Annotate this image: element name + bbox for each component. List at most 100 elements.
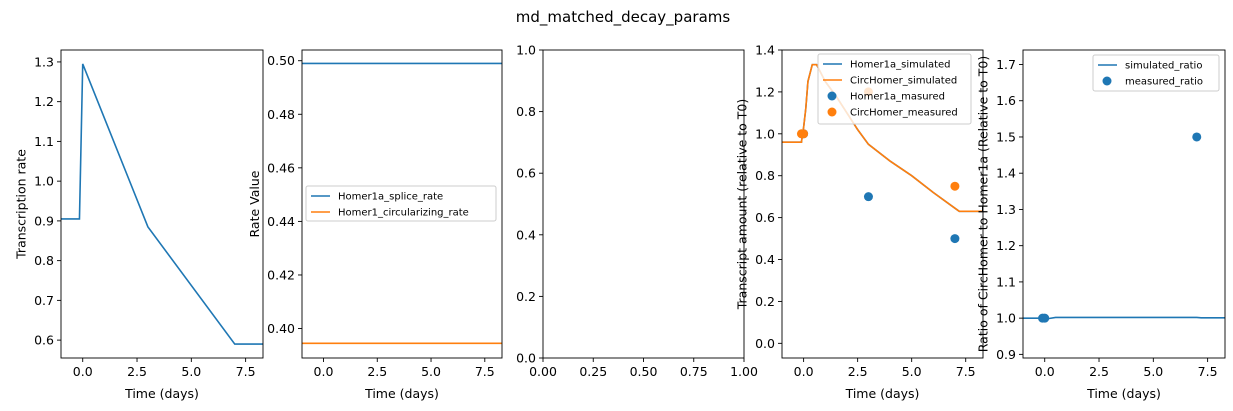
- y-tick-label: 1.0: [755, 126, 775, 141]
- legend-label: CircHomer_simulated: [850, 76, 957, 87]
- chart-panel-5: 0.0 2.5 5.0 7.5 0.9 1.0 1.1 1.2 1.3 1.4 1.5 1.6 1.7 T…: [975, 49, 1226, 401]
- y-tick-label: 1.2: [34, 94, 54, 109]
- y-tick-label: 0.8: [516, 104, 536, 119]
- y-tick-label: 0.0: [516, 351, 536, 366]
- chart-panel-4: 0.0 2.5 5.0 7.5 0.0 0.2 0.4 0.6 0.8 1.0 1.2 1.4 Time…: [734, 43, 984, 401]
- x-tick-label: 2.5: [1089, 364, 1109, 379]
- x-axis-label: Time (days): [124, 386, 199, 401]
- y-tick-label: 0.50: [267, 53, 295, 68]
- legend-swatch-marker: [827, 91, 837, 101]
- series-point: [799, 129, 809, 139]
- plot-area: [1023, 132, 1225, 323]
- x-tick-label: 0.0: [73, 364, 93, 379]
- series-point: [1192, 132, 1202, 142]
- legend-label: Homer1_circularizing_rate: [338, 208, 469, 219]
- y-tick-label: 1.0: [996, 311, 1016, 326]
- series-line-1: [1023, 316, 1225, 321]
- axes-frame: [1022, 49, 1226, 359]
- y-tick-label: 0.42: [267, 267, 295, 282]
- y-tick-label: 1.3: [34, 54, 54, 69]
- series-point: [1040, 313, 1050, 323]
- y-axis-label: Transcription rate: [13, 149, 28, 260]
- y-tick-label: 1.5: [996, 129, 1016, 144]
- legend-label: Homer1a_masured: [850, 92, 945, 103]
- y-tick-label: 0.2: [516, 289, 536, 304]
- axes-frame: [301, 49, 503, 359]
- y-tick-label: 0.8: [34, 253, 54, 268]
- y-axis-label: Rate Value: [247, 170, 262, 237]
- x-tick-label: 7.5: [475, 364, 495, 379]
- legend-label: simulated_ratio: [1125, 61, 1202, 72]
- series-line-1: [61, 63, 263, 345]
- x-axis-label: Time (days): [845, 386, 920, 401]
- chart-panel-3: 0.00 0.25 0.50 0.75 1.00 0.0 0.2 0.4 0.6 0.8 1.0: [516, 43, 758, 380]
- x-axis-label: Time (days): [1086, 386, 1161, 401]
- chart-panel-1: 0.0 2.5 5.0 7.5 0.6 0.7 0.8 0.9 1.0 1.1 1.2 1.3 Time…: [13, 49, 264, 401]
- y-tick-label: 1.4: [755, 43, 775, 58]
- x-tick-label: 7.5: [236, 364, 256, 379]
- y-tick-label: 0.8: [755, 168, 775, 183]
- y-tick-label: 0.40: [267, 321, 295, 336]
- x-tick-label: 5.0: [1143, 364, 1163, 379]
- y-axis-label: Transcript amount (relative to T0): [734, 99, 749, 311]
- y-tick-label: 0.46: [267, 160, 295, 175]
- y-tick-label: 0.6: [34, 333, 54, 348]
- y-tick-label: 0.44: [267, 214, 295, 229]
- y-tick-label: 0.4: [516, 227, 536, 242]
- x-tick-label: 0.0: [794, 364, 814, 379]
- x-tick-label: 0.00: [529, 364, 557, 379]
- y-tick-label: 1.6: [996, 93, 1016, 108]
- legend-box: [1092, 54, 1220, 92]
- y-tick-label: 0.9: [34, 213, 54, 228]
- legend-swatch-marker: [1102, 76, 1112, 86]
- y-tick-label: 1.2: [755, 84, 775, 99]
- x-tick-label: 7.5: [956, 364, 976, 379]
- y-tick-label: 0.0: [755, 336, 775, 351]
- figure-title: md_matched_decay_params: [516, 8, 731, 27]
- plot-area: [61, 63, 263, 345]
- legend-label: Homer1a_simulated: [850, 60, 951, 71]
- y-tick-label: 0.2: [755, 294, 775, 309]
- y-tick-label: 0.7: [34, 293, 54, 308]
- y-tick-label: 1.2: [996, 238, 1016, 253]
- y-tick-label: 1.0: [516, 43, 536, 58]
- y-tick-label: 1.7: [996, 57, 1016, 72]
- x-tick-label: 1.00: [730, 364, 758, 379]
- y-tick-label: 1.3: [996, 202, 1016, 217]
- x-tick-label: 0.0: [314, 364, 334, 379]
- x-tick-label: 5.0: [902, 364, 922, 379]
- y-tick-label: 0.6: [755, 210, 775, 225]
- x-tick-label: 0.50: [630, 364, 658, 379]
- legend: Homer1a_simulated CircHomer_simulated Home…: [817, 53, 972, 125]
- x-tick-label: 2.5: [848, 364, 868, 379]
- y-tick-label: 1.1: [34, 134, 54, 149]
- x-tick-label: 5.0: [421, 364, 441, 379]
- x-tick-label: 7.5: [1198, 364, 1218, 379]
- x-tick-label: 0.75: [680, 364, 708, 379]
- legend: simulated_ratio measured_ratio: [1092, 54, 1220, 92]
- x-tick-label: 0.25: [579, 364, 607, 379]
- y-tick-label: 0.4: [755, 252, 775, 267]
- axes-frame: [781, 49, 984, 359]
- x-tick-label: 0.0: [1035, 364, 1055, 379]
- y-tick-label: 0.9: [996, 347, 1016, 362]
- legend-box: [817, 53, 972, 125]
- chart-panel-2: 0.0 2.5 5.0 7.5 0.40 0.42 0.44 0.46 0.48 0.50 Time…: [247, 49, 503, 401]
- axes-frame: [542, 49, 745, 359]
- legend: Homer1a_splice_rate Homer1_circularizing_…: [305, 185, 497, 222]
- series-point: [950, 234, 960, 244]
- x-tick-label: 2.5: [127, 364, 147, 379]
- y-tick-label: 1.4: [996, 166, 1016, 181]
- y-tick-label: 1.1: [996, 274, 1016, 289]
- legend-box: [305, 185, 497, 222]
- x-axis-label: Time (days): [364, 386, 439, 401]
- x-tick-label: 2.5: [367, 364, 387, 379]
- legend-label: CircHomer_measured: [850, 108, 958, 119]
- y-axis-label: Ratio of CircHomer to Homer1a (Relative …: [975, 56, 990, 352]
- series-point: [863, 192, 873, 202]
- y-tick-label: 0.6: [516, 166, 536, 181]
- y-tick-label: 0.48: [267, 107, 295, 122]
- legend-swatch-marker: [827, 107, 837, 117]
- legend-label: measured_ratio: [1125, 77, 1203, 88]
